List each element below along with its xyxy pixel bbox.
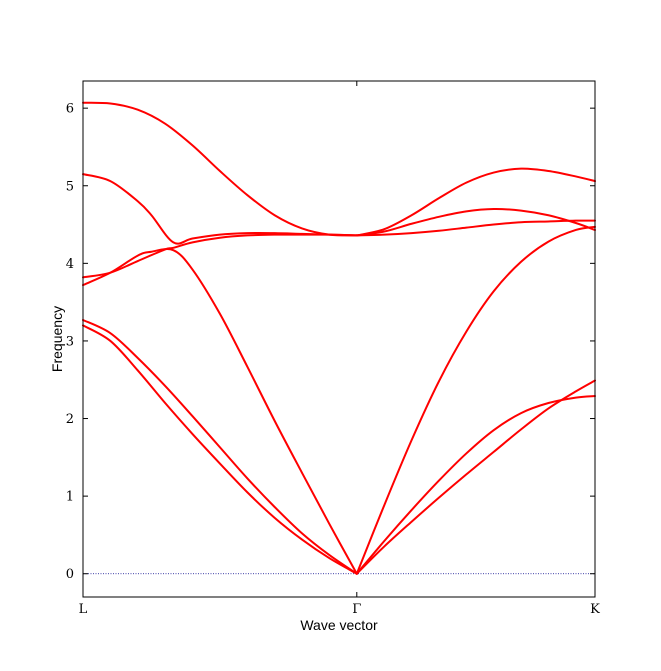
- y-tick-label: 4: [66, 257, 74, 272]
- y-tick-label: 6: [66, 102, 74, 117]
- series-line-6: [82, 101, 358, 237]
- series-line-10: [355, 219, 596, 237]
- series-line-12: [355, 167, 596, 237]
- plot-frame: [82, 80, 596, 598]
- series-line-9: [355, 225, 596, 575]
- y-tick-label: 3: [66, 334, 74, 349]
- series-line-1: [82, 324, 358, 575]
- x-tick-label: K: [590, 602, 600, 617]
- y-tick-label: 1: [66, 490, 74, 505]
- y-axis-label: Frequency: [49, 306, 65, 372]
- x-tick-label: L: [79, 602, 88, 617]
- x-tick-label: Γ: [352, 602, 361, 617]
- series-line-11: [355, 208, 596, 237]
- x-axis-label: Wave vector: [300, 617, 378, 633]
- series-line-3: [82, 248, 358, 575]
- series-line-4: [82, 233, 358, 279]
- series-line-8: [355, 379, 596, 575]
- y-tick-label: 5: [66, 179, 74, 194]
- y-tick-label: 2: [66, 412, 74, 427]
- series-line-5: [82, 173, 358, 245]
- series-lines: [82, 101, 596, 575]
- y-tick-label: 0: [66, 567, 74, 582]
- series-line-2: [82, 318, 358, 575]
- axis-ticks: 0 1 2 3 4 5 6 L Γ K: [66, 81, 600, 617]
